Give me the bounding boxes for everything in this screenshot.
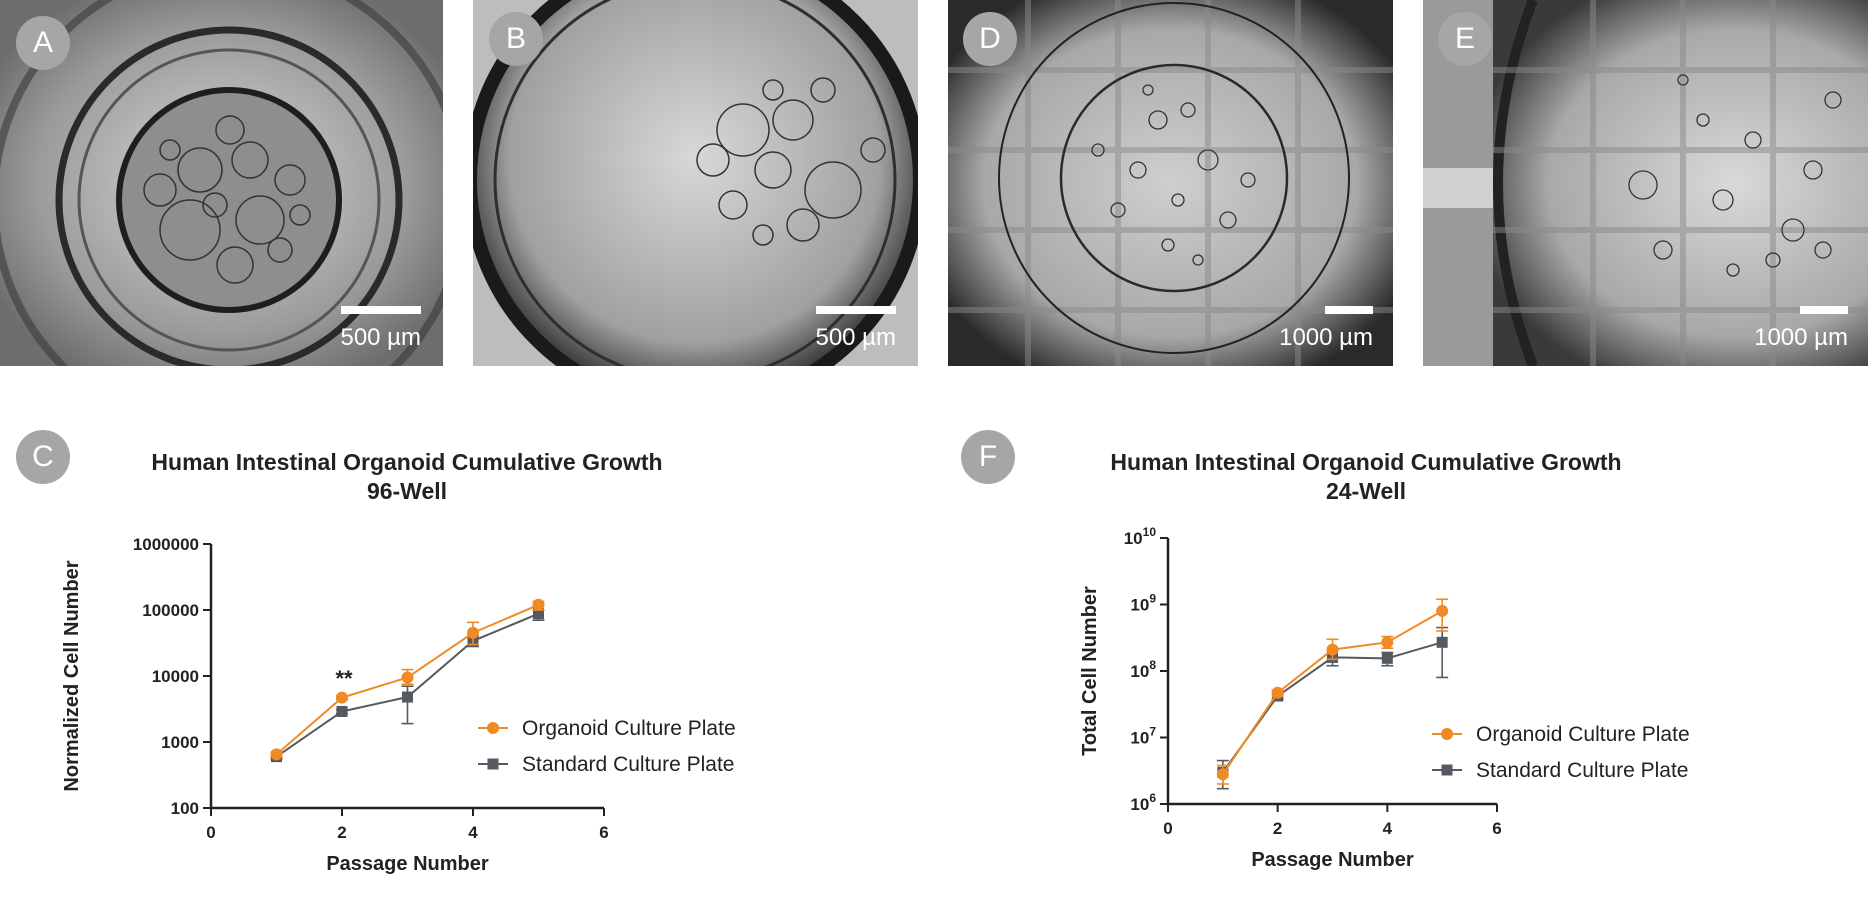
data-point	[1436, 604, 1449, 617]
series-line	[275, 612, 539, 758]
scale-bar-line	[816, 306, 896, 314]
data-point	[533, 608, 544, 620]
scale-bar-b: 500 µm	[815, 306, 896, 352]
micrograph-d: D 1000 µm	[948, 0, 1393, 366]
y-tick-label: 1000	[161, 733, 199, 752]
scale-bar-label: 500 µm	[340, 324, 421, 351]
legend-label: Organoid Culture Plate	[1476, 723, 1690, 746]
data-point	[1381, 636, 1394, 649]
x-tick-label: 2	[337, 823, 346, 842]
scale-bar-line	[1325, 306, 1373, 314]
chart-title: Human Intestinal Organoid Cumulative Gro…	[1110, 449, 1621, 475]
chart-f-svg: Human Intestinal Organoid Cumulative Gro…	[1079, 449, 1690, 871]
data-point	[1326, 643, 1339, 656]
x-axis-label: Passage Number	[1251, 849, 1414, 871]
x-tick-label: 6	[1492, 819, 1501, 838]
data-point	[336, 691, 348, 704]
scale-bar-label: 500 µm	[815, 324, 896, 351]
scale-bar-d: 1000 µm	[1279, 306, 1373, 352]
y-tick-label: 1000000	[133, 535, 199, 554]
micrograph-d-image	[948, 0, 1393, 366]
data-point	[1436, 636, 1448, 648]
x-tick-label: 2	[1273, 819, 1282, 838]
y-tick-label: 10000	[152, 667, 199, 686]
y-tick-label: 108	[1130, 658, 1156, 681]
y-tick-label: 107	[1130, 725, 1156, 748]
data-point	[270, 748, 283, 761]
x-tick-label: 0	[206, 823, 215, 842]
y-tick-label: 109	[1130, 592, 1156, 615]
chart-subtitle: 24-Well	[1326, 478, 1406, 504]
micrograph-a-image	[0, 0, 443, 366]
chart-c-svg: Human Intestinal Organoid Cumulative Gro…	[61, 449, 736, 875]
panel-label-a: A	[16, 16, 70, 70]
x-tick-label: 4	[468, 823, 478, 842]
y-tick-label: 106	[1130, 791, 1156, 814]
y-axis-label: Normalized Cell Number	[61, 560, 83, 791]
chart-title: Human Intestinal Organoid Cumulative Gro…	[151, 449, 662, 475]
micrograph-b-image	[473, 0, 918, 366]
panel-label-b: B	[489, 12, 543, 66]
y-tick-label: 1010	[1124, 525, 1157, 548]
legend-marker	[487, 722, 499, 734]
panel-label-d: D	[963, 12, 1017, 66]
scale-bar-label: 1000 µm	[1754, 324, 1848, 351]
data-point	[532, 598, 545, 611]
significance-annotation: **	[335, 666, 353, 691]
data-point	[336, 705, 348, 717]
chart-f: Human Intestinal Organoid Cumulative Gro…	[934, 440, 1868, 880]
data-point	[1271, 686, 1284, 699]
legend-marker	[1441, 764, 1453, 776]
y-tick-label: 100	[171, 799, 199, 818]
legend-marker	[1441, 728, 1453, 740]
x-tick-label: 4	[1383, 819, 1393, 838]
y-axis-label: Total Cell Number	[1079, 586, 1101, 756]
series-line	[1222, 610, 1443, 775]
y-tick-label: 100000	[142, 601, 199, 620]
scale-bar-a: 500 µm	[340, 306, 421, 352]
micrograph-b: B 500 µm	[473, 0, 918, 366]
x-tick-label: 6	[599, 823, 608, 842]
legend-label: Standard Culture Plate	[522, 753, 734, 776]
x-axis-label: Passage Number	[326, 853, 489, 875]
micrograph-a: A 500 µm	[0, 0, 443, 366]
chart-subtitle: 96-Well	[367, 478, 447, 504]
x-tick-label: 0	[1163, 819, 1172, 838]
data-point	[467, 626, 479, 639]
chart-c: Human Intestinal Organoid Cumulative Gro…	[0, 440, 934, 880]
data-point	[401, 671, 414, 684]
legend-label: Organoid Culture Plate	[522, 717, 736, 740]
data-point	[1381, 652, 1393, 664]
panel-label-f: F	[961, 430, 1015, 484]
scale-bar-line	[1800, 306, 1848, 314]
scale-bar-e: 1000 µm	[1754, 306, 1848, 352]
legend-label: Standard Culture Plate	[1476, 759, 1688, 782]
scale-bar-label: 1000 µm	[1279, 324, 1373, 351]
micrograph-e: E 1000 µm	[1423, 0, 1868, 366]
panel-label-c: C	[16, 430, 70, 484]
data-point	[402, 691, 413, 703]
scale-bar-line	[341, 306, 421, 314]
panel-label-e: E	[1438, 12, 1492, 66]
data-point	[1216, 768, 1229, 781]
legend-marker	[487, 758, 499, 770]
micrograph-e-image	[1423, 0, 1868, 366]
